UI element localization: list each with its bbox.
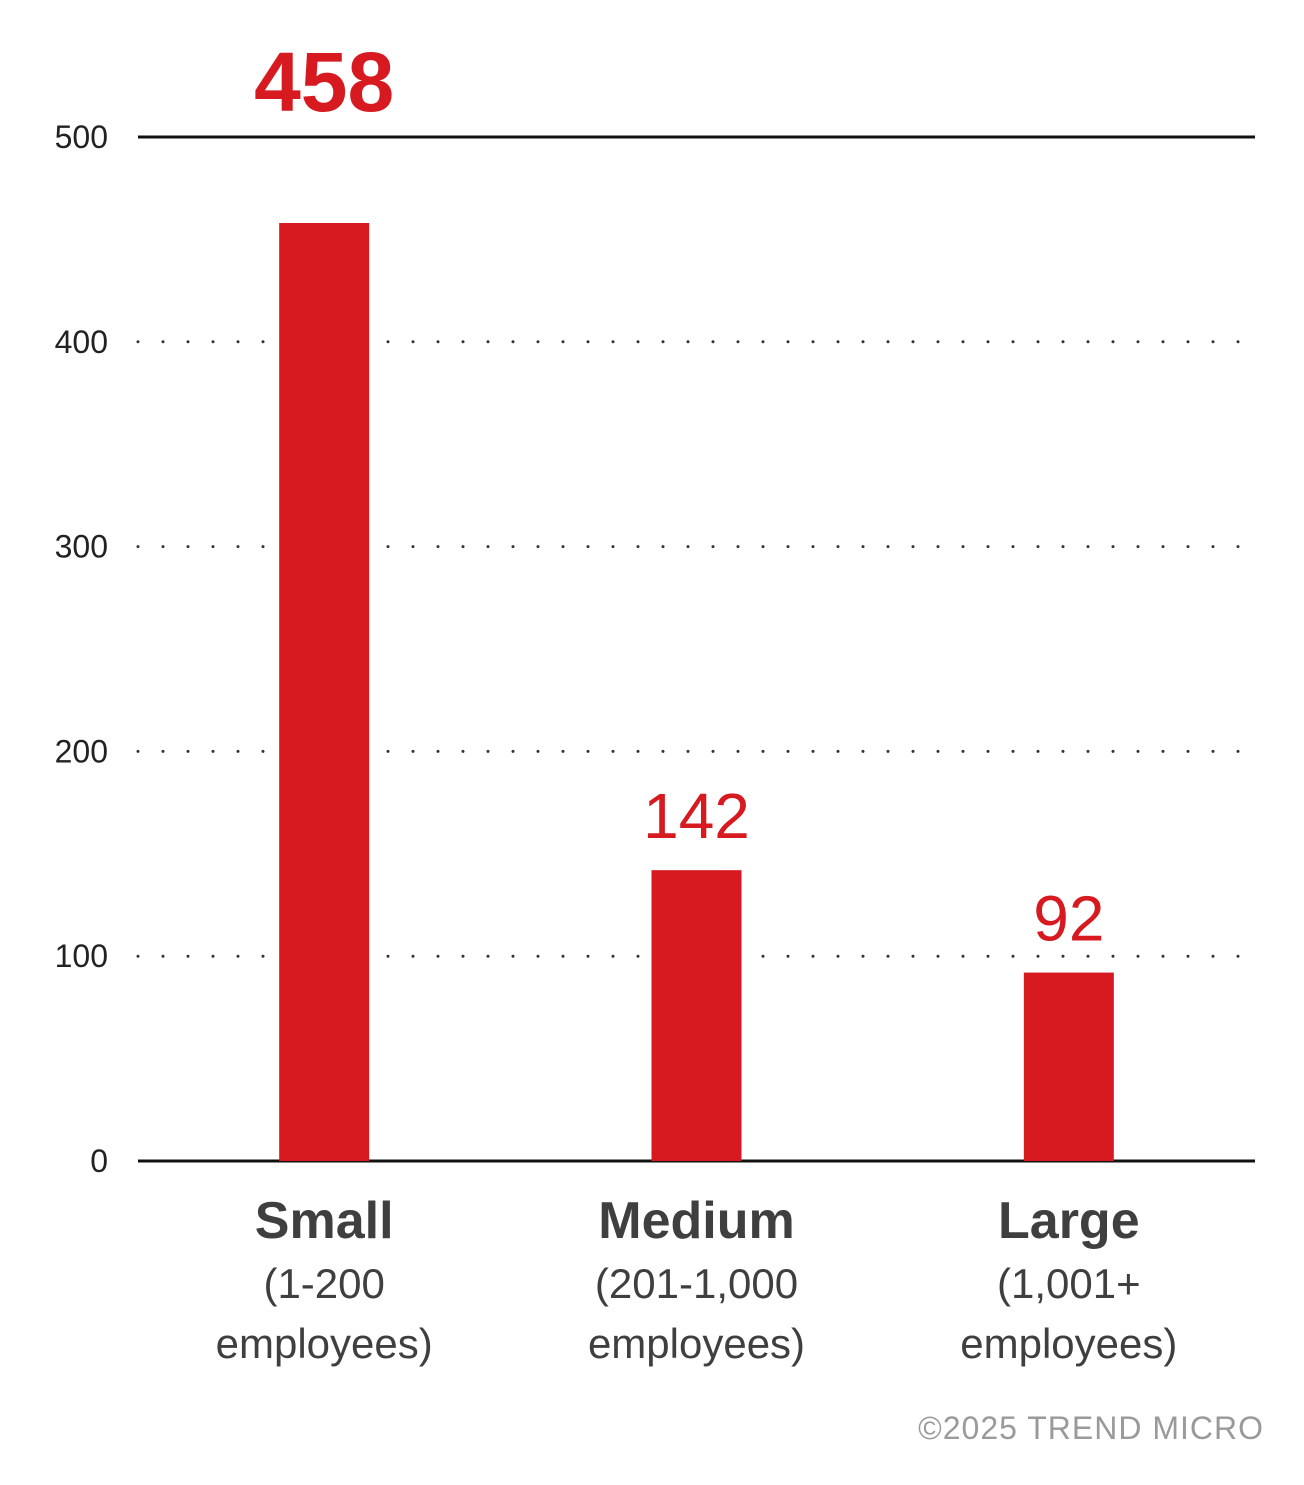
x-category-sublabel: (1-200 (263, 1260, 384, 1307)
y-tick-label: 0 (90, 1143, 108, 1179)
y-tick-label: 200 (55, 733, 108, 769)
y-tick-label: 100 (55, 938, 108, 974)
copyright-notice: ©2025 TREND MICRO (918, 1410, 1264, 1446)
bar-chart: 0 100 200 300 400 500 458 Small (1-200 employees)… (55, 35, 1257, 1367)
x-category-label: Small (255, 1192, 394, 1250)
bar (279, 223, 370, 1162)
data-label: 142 (643, 780, 750, 852)
x-category-label: Medium (598, 1192, 794, 1250)
y-tick-label: 500 (55, 119, 108, 155)
x-category-sublabel: employees) (960, 1320, 1177, 1367)
x-category-sublabel: employees) (216, 1320, 433, 1367)
data-label: 458 (254, 35, 394, 129)
x-category-sublabel: (201-1,000 (595, 1260, 798, 1307)
y-tick-label: 400 (55, 324, 108, 360)
x-category-sublabel: (1,001+ (997, 1260, 1141, 1307)
bar (1023, 972, 1114, 1161)
bar (651, 870, 742, 1161)
x-category-sublabel: employees) (588, 1320, 805, 1367)
x-category-label: Large (998, 1192, 1140, 1250)
data-label: 92 (1033, 883, 1104, 955)
y-tick-label: 300 (55, 529, 108, 565)
